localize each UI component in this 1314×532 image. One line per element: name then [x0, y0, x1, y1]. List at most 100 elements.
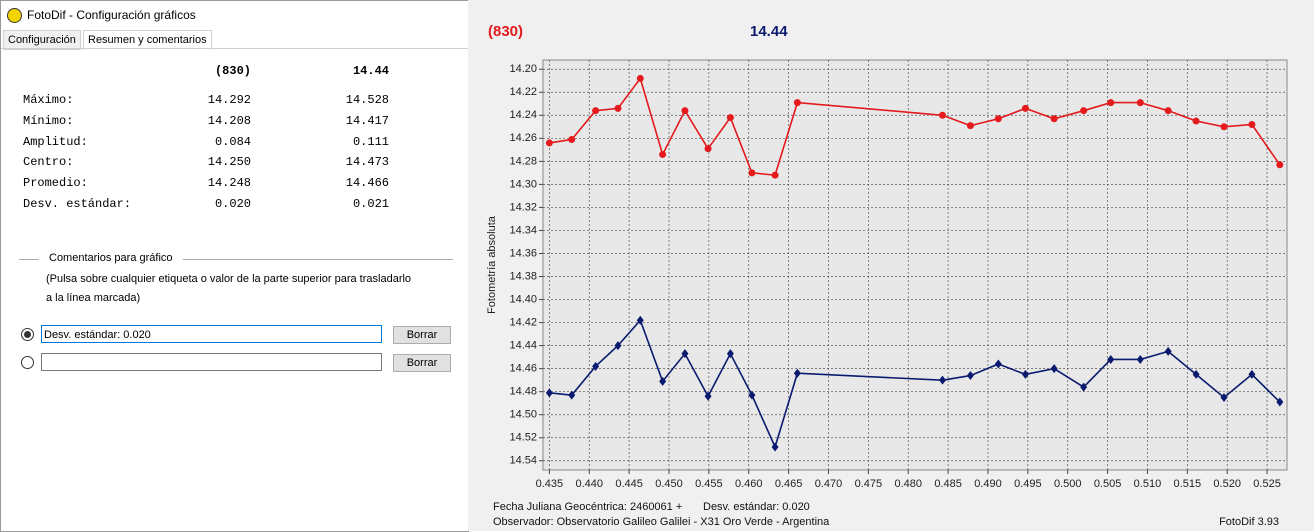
marker — [939, 111, 947, 119]
marker — [994, 359, 1002, 369]
text-box[interactable]: Desv. estándar: 0.020 — [41, 325, 382, 343]
row-label: Mínimo: — [23, 113, 74, 128]
marker — [726, 349, 734, 359]
radio[interactable] — [21, 356, 34, 369]
marker — [771, 442, 779, 452]
x-tick-label: 0.525 — [1253, 478, 1281, 490]
x-tick-label: 0.470 — [815, 478, 843, 490]
row-label: Centro: — [23, 155, 74, 170]
marker — [545, 139, 553, 147]
x-tick-label: 0.475 — [855, 478, 883, 490]
marker — [659, 376, 667, 386]
marker — [568, 390, 576, 400]
y-tick-label: 14.22 — [509, 86, 537, 98]
marker — [748, 390, 756, 400]
marker — [1080, 107, 1088, 115]
marker — [636, 74, 644, 82]
row-value: 14.250 — [207, 155, 251, 170]
x-tick-label: 0.455 — [695, 478, 723, 490]
marker — [636, 315, 644, 325]
y-axis-label: Fotometría absoluta — [486, 215, 498, 314]
marker — [1164, 346, 1172, 356]
row-label: Amplitud: — [23, 134, 88, 149]
x-tick-label: 0.480 — [894, 478, 922, 490]
x-tick-label: 0.490 — [974, 478, 1002, 490]
x-tick-label: 0.450 — [655, 478, 683, 490]
app-icon — [7, 8, 22, 23]
marker — [614, 104, 622, 112]
button[interactable]: Borrar — [393, 326, 451, 344]
text-box[interactable] — [41, 353, 382, 371]
row-value: 14.528 — [345, 93, 389, 107]
y-tick-label: 14.20 — [509, 63, 537, 75]
marker — [966, 371, 974, 381]
tab[interactable]: Configuración — [3, 30, 81, 50]
marker — [994, 115, 1002, 123]
x-tick-label: 0.495 — [1014, 478, 1042, 490]
row-value: 14.473 — [345, 155, 389, 170]
marker — [545, 388, 553, 398]
y-tick-label: 14.46 — [509, 363, 537, 375]
marker — [1248, 369, 1256, 379]
marker — [1276, 397, 1284, 407]
footer-note: Desv. estándar: 0.020 — [703, 501, 810, 513]
footer-note: Fecha Juliana Geocéntrica: 2460061 + — [493, 501, 682, 513]
comments-legend: Comentarios para gráfico — [49, 252, 173, 264]
y-tick-label: 14.50 — [509, 409, 537, 421]
y-tick-label: 14.30 — [509, 178, 537, 190]
x-tick-label: 0.465 — [775, 478, 803, 490]
x-tick-label: 0.505 — [1094, 478, 1122, 490]
marker — [793, 368, 801, 378]
marker — [1192, 369, 1200, 379]
row-value: 14.466 — [345, 176, 389, 191]
radio-dot — [24, 331, 31, 338]
summary: (830) 14.44 Máximo: 14.292 14.528 Mínimo: 14.2… — [1, 1, 468, 231]
marker — [966, 122, 974, 130]
y-tick-label: 14.28 — [509, 155, 537, 167]
row-label: Máximo: — [23, 93, 74, 107]
row-label: Desv. estándar: — [23, 197, 132, 211]
y-tick-label: 14.54 — [509, 455, 537, 467]
column-header: 14.44 — [352, 64, 389, 78]
button[interactable]: Borrar — [393, 354, 451, 372]
y-tick-label: 14.34 — [509, 224, 537, 236]
marker — [1107, 99, 1115, 107]
window-title: FotoDif - Configuración gráficos — [27, 8, 196, 22]
row-value: 14.292 — [207, 93, 251, 107]
row-value: 0.084 — [214, 134, 251, 149]
marker — [681, 349, 689, 359]
x-tick-label: 0.485 — [934, 478, 962, 490]
x-tick-label: 0.515 — [1174, 478, 1202, 490]
title-bar: FotoDif - Configuración gráficos — [1, 1, 468, 29]
marker — [1136, 354, 1144, 364]
marker — [1276, 161, 1284, 169]
row-value: 14.248 — [207, 176, 251, 191]
row-value: 0.111 — [352, 134, 389, 149]
hint: a la línea marcada) — [46, 292, 141, 304]
x-tick-label: 0.500 — [1054, 478, 1082, 490]
marker — [704, 145, 712, 153]
x-tick-label: 0.445 — [615, 478, 643, 490]
x-tick-label: 0.435 — [536, 478, 564, 490]
y-tick-label: 14.24 — [509, 109, 537, 121]
y-tick-label: 14.44 — [509, 340, 537, 352]
marker — [726, 114, 734, 122]
plot-area — [542, 59, 1288, 471]
radio[interactable] — [21, 328, 34, 341]
legend-label: (830) — [488, 23, 523, 40]
y-tick-label: 14.48 — [509, 386, 537, 398]
chart: 14.20 14.22 14.24 14.26 14.28 14.30 14.32 14.34… — [486, 23, 1288, 528]
footer-note: FotoDif 3.93 — [1219, 516, 1279, 528]
x-tick-label: 0.510 — [1134, 478, 1162, 490]
marker — [704, 391, 712, 401]
marker — [771, 171, 779, 179]
marker — [592, 107, 600, 115]
tab[interactable]: Resumen y comentarios — [83, 30, 212, 50]
y-tick-label: 14.36 — [509, 247, 537, 259]
y-tick-label: 14.26 — [509, 132, 537, 144]
marker — [1192, 117, 1200, 125]
comment-lines: Desv. estándar: 0.020 Borrar Borrar — [1, 1, 468, 401]
marker — [1050, 115, 1058, 123]
marker — [1021, 369, 1029, 379]
